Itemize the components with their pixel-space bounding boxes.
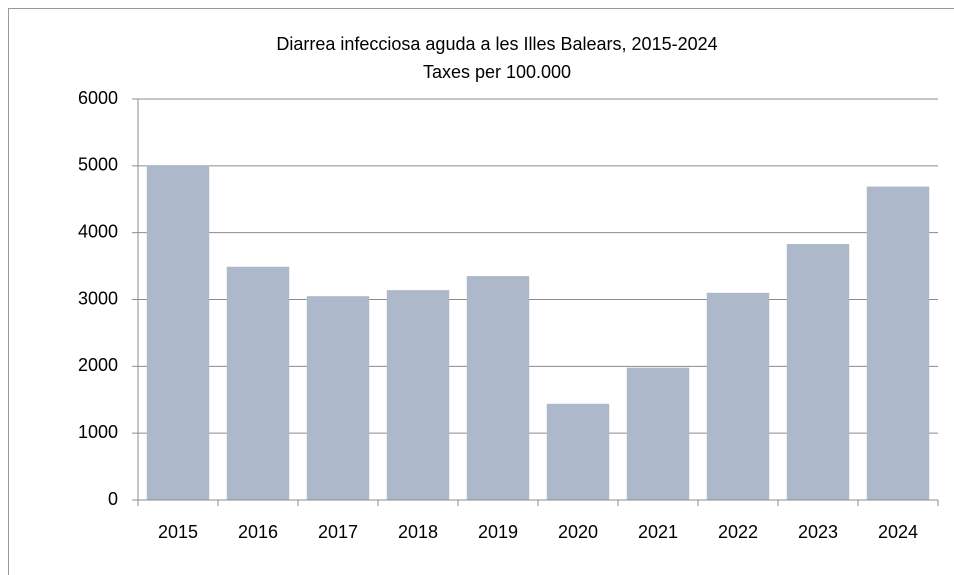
y-tick-label: 3000 — [78, 288, 118, 308]
bar — [306, 296, 370, 500]
y-tick-label: 2000 — [78, 355, 118, 375]
x-tick-label: 2024 — [878, 522, 918, 542]
x-tick-label: 2018 — [398, 522, 438, 542]
bar — [866, 186, 930, 500]
chart-frame — [8, 8, 954, 575]
x-tick-label: 2023 — [798, 522, 838, 542]
chart-title: Diarrea infecciosa aguda a les Illes Bal… — [276, 34, 717, 54]
y-tick-label: 6000 — [78, 88, 118, 108]
bar — [626, 367, 690, 500]
x-tick-label: 2021 — [638, 522, 678, 542]
chart-subtitle: Taxes per 100.000 — [423, 62, 571, 82]
y-tick-label: 0 — [108, 489, 118, 509]
y-tick-label: 5000 — [78, 155, 118, 175]
bar — [226, 266, 290, 500]
bar — [386, 290, 450, 500]
y-tick-label: 4000 — [78, 221, 118, 241]
y-tick-label: 1000 — [78, 422, 118, 442]
bar — [546, 403, 610, 500]
bar — [786, 244, 850, 500]
bar — [146, 165, 210, 501]
bar — [466, 276, 530, 500]
x-tick-label: 2017 — [318, 522, 358, 542]
bar — [706, 292, 770, 500]
x-tick-label: 2015 — [158, 522, 198, 542]
x-tick-label: 2020 — [558, 522, 598, 542]
x-tick-label: 2019 — [478, 522, 518, 542]
x-tick-label: 2022 — [718, 522, 758, 542]
x-tick-label: 2016 — [238, 522, 278, 542]
